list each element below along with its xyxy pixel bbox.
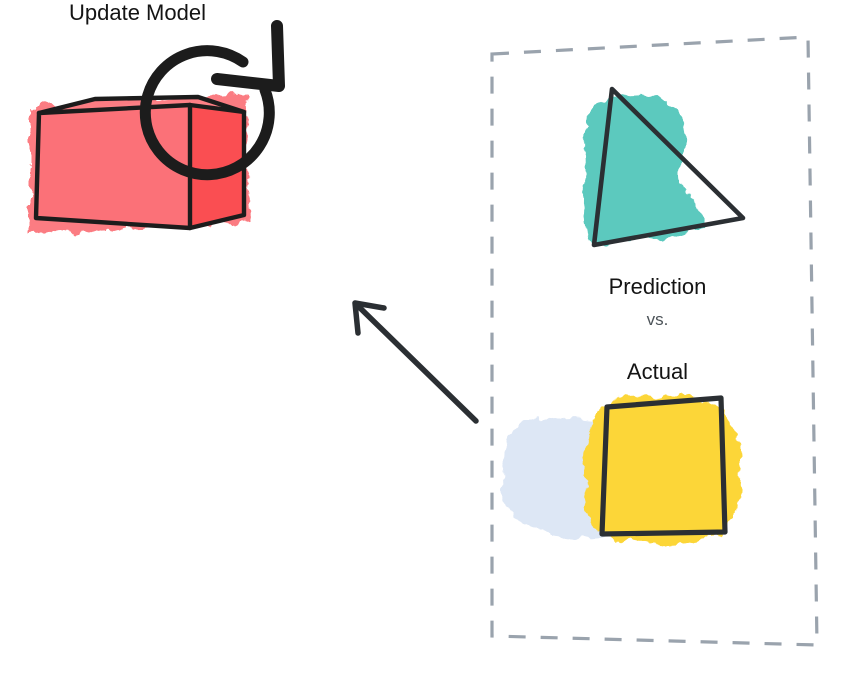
red-box-icon [33,94,247,231]
actual-square-outline [599,395,728,537]
prediction-triangle-outline [591,86,746,248]
update-model-label: Update Model [69,0,206,25]
actual-label: Actual [626,359,689,384]
box-right-face [190,105,244,228]
teal-prediction-blob [584,93,705,243]
feedback-arrow-icon [352,300,479,424]
prediction-label: Prediction [608,274,707,299]
refresh-circular-arrow-icon [139,20,285,181]
vs-separator-label: vs. [646,310,669,329]
yellow-actual-blob [584,395,740,546]
